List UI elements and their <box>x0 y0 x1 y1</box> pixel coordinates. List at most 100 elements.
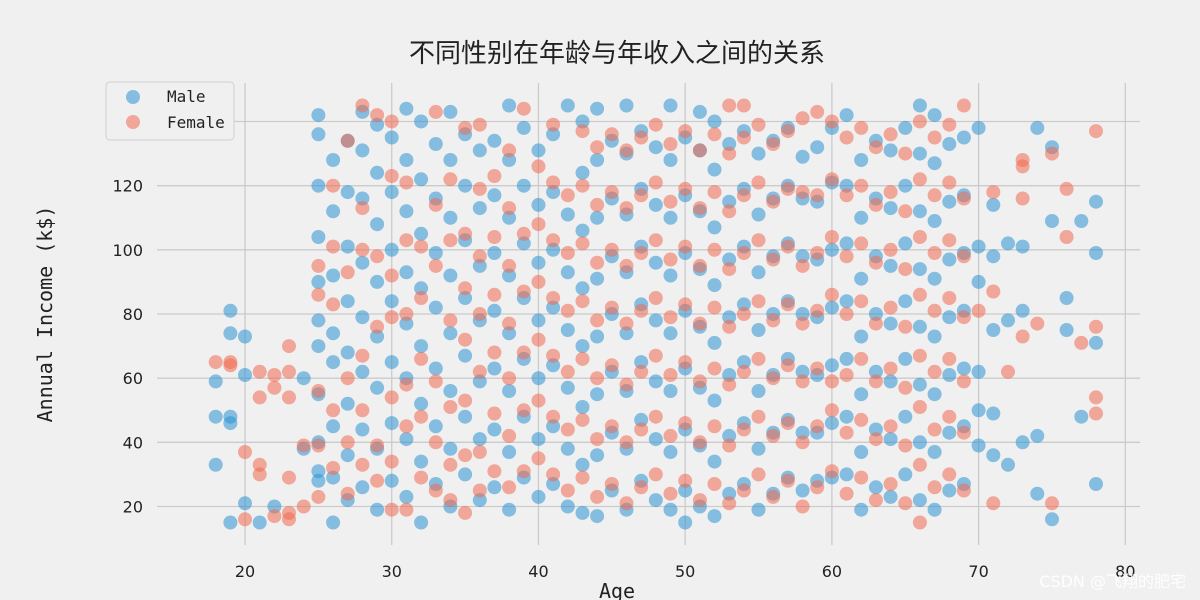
x-tick-label: 60 <box>822 562 842 581</box>
data-point-male <box>311 230 326 244</box>
data-point-female <box>443 172 458 187</box>
data-point-female <box>722 204 737 219</box>
data-point-female <box>795 185 810 200</box>
data-point-female <box>795 374 810 389</box>
data-point-male <box>546 242 561 257</box>
data-point-female <box>927 130 942 145</box>
data-point-female <box>722 98 737 113</box>
data-point-male <box>428 137 443 151</box>
data-point-female <box>854 120 869 135</box>
data-point-female <box>443 457 458 472</box>
data-point-female <box>854 178 869 193</box>
data-point-female <box>824 403 839 418</box>
data-point-female <box>604 300 619 315</box>
data-point-female <box>282 505 296 520</box>
data-point-male <box>751 384 766 398</box>
data-point-female <box>619 377 634 392</box>
data-point-male <box>326 419 341 434</box>
data-point-male <box>384 473 399 488</box>
data-point-male <box>927 445 942 459</box>
data-point-female <box>502 143 517 158</box>
data-point-female <box>575 470 590 485</box>
data-point-male <box>883 143 898 158</box>
data-point-female <box>722 438 737 453</box>
data-point-female <box>736 246 751 260</box>
data-point-male <box>883 432 898 447</box>
data-point-male <box>340 345 355 360</box>
data-point-male <box>722 194 737 209</box>
data-point-female <box>883 127 898 142</box>
data-point-female <box>795 316 810 331</box>
data-point-female <box>780 473 795 488</box>
data-point-female <box>311 287 326 302</box>
data-point-male <box>458 291 473 305</box>
data-point-male <box>751 265 766 280</box>
data-point-female <box>898 204 913 219</box>
data-point-female <box>1089 390 1103 405</box>
data-point-female <box>590 313 605 328</box>
data-point-male <box>560 265 575 280</box>
data-point-male <box>384 416 399 431</box>
data-point-female <box>252 457 267 472</box>
data-point-male <box>399 316 414 331</box>
data-point-female <box>927 422 942 437</box>
data-point-female <box>575 351 590 366</box>
data-point-male <box>575 165 590 180</box>
legend-marker-male <box>126 90 140 104</box>
data-point-female <box>780 358 795 373</box>
x-tick-label: 80 <box>1115 562 1135 581</box>
data-point-female <box>986 496 1001 511</box>
data-point-male <box>1015 239 1030 254</box>
data-point-male <box>663 98 678 113</box>
data-point-male <box>311 464 326 479</box>
data-point-female <box>472 307 487 321</box>
data-point-male <box>487 303 502 318</box>
data-point-female <box>736 364 751 379</box>
data-point-female <box>751 409 766 424</box>
data-point-male <box>663 326 678 341</box>
data-point-female <box>678 181 693 196</box>
data-point-female <box>678 124 693 139</box>
data-point-female <box>648 348 663 363</box>
data-point-male <box>590 387 605 402</box>
data-point-male <box>912 98 927 113</box>
data-point-female <box>868 374 883 389</box>
data-point-male <box>414 515 429 530</box>
data-point-male <box>311 178 326 193</box>
data-point-female <box>516 101 531 116</box>
data-point-female <box>355 457 370 472</box>
data-point-female <box>942 351 957 366</box>
data-point-female <box>707 127 722 142</box>
data-point-female <box>898 146 913 161</box>
data-point-female <box>736 98 751 113</box>
data-point-female <box>898 319 913 334</box>
data-point-male <box>546 300 561 315</box>
data-point-male <box>854 153 869 167</box>
data-point-male <box>590 153 605 167</box>
data-point-female <box>531 217 546 232</box>
data-point-female <box>575 294 590 309</box>
data-point-male <box>854 502 869 517</box>
data-point-female <box>208 355 223 370</box>
data-point-female <box>751 294 766 309</box>
data-point-male <box>238 368 252 382</box>
data-point-male <box>238 496 252 511</box>
data-point-male <box>707 220 722 235</box>
data-point-female <box>546 291 561 305</box>
data-point-female <box>868 316 883 331</box>
data-point-female <box>384 390 399 405</box>
data-point-male <box>912 377 927 392</box>
data-point-male <box>986 249 1001 264</box>
data-point-female <box>868 493 883 508</box>
data-point-male <box>1089 246 1103 260</box>
data-point-female <box>414 351 429 366</box>
data-point-male <box>590 329 605 344</box>
data-point-female <box>472 117 487 132</box>
y-axis-label: Annual Income (k$) <box>33 206 57 423</box>
data-point-male <box>883 201 898 216</box>
data-point-female <box>751 233 766 248</box>
data-point-female <box>487 230 502 244</box>
data-point-female <box>355 242 370 257</box>
data-point-male <box>502 268 517 283</box>
legend-label-female: Female <box>167 113 225 132</box>
